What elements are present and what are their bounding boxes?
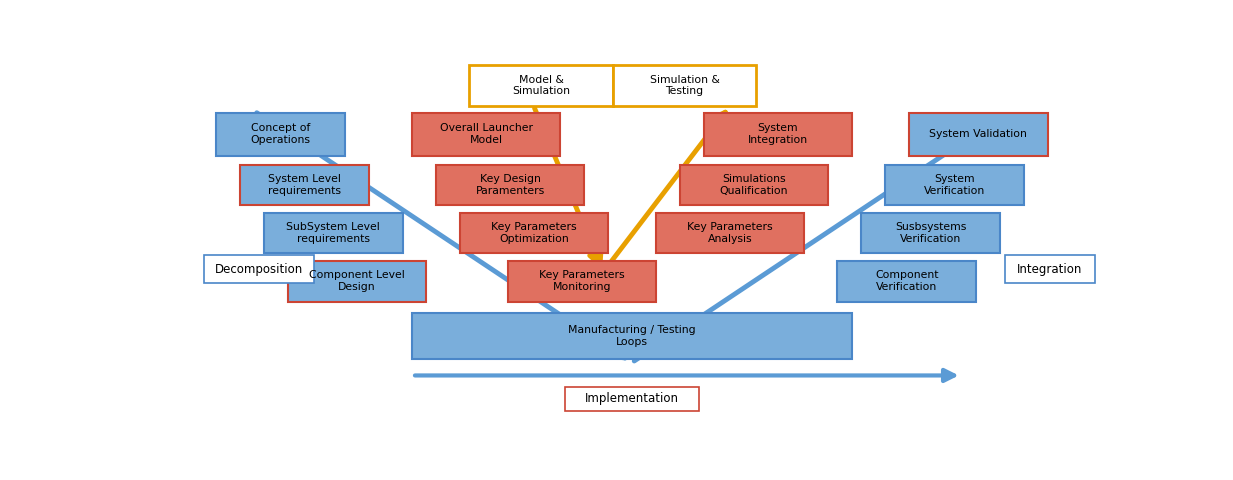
FancyBboxPatch shape [885,165,1023,205]
FancyBboxPatch shape [679,165,827,205]
FancyBboxPatch shape [289,261,427,301]
Text: Concept of
Operations: Concept of Operations [250,123,311,145]
Text: Simulation &
Testing: Simulation & Testing [650,74,719,96]
Text: Overall Launcher
Model: Overall Launcher Model [440,123,533,145]
Text: Model &
Simulation: Model & Simulation [512,74,570,96]
Text: Key Parameters
Analysis: Key Parameters Analysis [687,222,773,244]
Text: Key Parameters
Monitoring: Key Parameters Monitoring [539,270,625,292]
Text: Component
Verification: Component Verification [875,270,938,292]
Text: System Level
requirements: System Level requirements [268,174,342,196]
FancyBboxPatch shape [613,65,756,106]
Text: Key Design
Paramenters: Key Design Paramenters [476,174,545,196]
Text: System Validation: System Validation [930,129,1027,139]
FancyBboxPatch shape [203,255,313,283]
FancyBboxPatch shape [216,113,345,156]
FancyBboxPatch shape [909,113,1048,156]
FancyBboxPatch shape [412,312,852,359]
FancyBboxPatch shape [861,213,1000,253]
Text: System
Verification: System Verification [924,174,985,196]
FancyBboxPatch shape [470,65,613,106]
FancyBboxPatch shape [412,113,560,156]
FancyBboxPatch shape [1005,255,1095,283]
Text: Manufacturing / Testing
Loops: Manufacturing / Testing Loops [568,325,695,347]
Text: Simulations
Qualification: Simulations Qualification [720,174,788,196]
FancyBboxPatch shape [837,261,977,301]
Text: Implementation: Implementation [584,392,679,405]
Text: SubSystem Level
requirements: SubSystem Level requirements [286,222,380,244]
FancyBboxPatch shape [565,386,699,410]
FancyBboxPatch shape [656,213,804,253]
FancyBboxPatch shape [240,165,369,205]
Text: Integration: Integration [1017,263,1083,276]
Text: Key Parameters
Optimization: Key Parameters Optimization [491,222,577,244]
FancyBboxPatch shape [436,165,584,205]
Text: System
Integration: System Integration [747,123,808,145]
Text: Component Level
Design: Component Level Design [309,270,406,292]
FancyBboxPatch shape [460,213,608,253]
Text: Susbsystems
Verification: Susbsystems Verification [895,222,967,244]
Text: Decomposition: Decomposition [215,263,303,276]
FancyBboxPatch shape [704,113,852,156]
FancyBboxPatch shape [508,261,656,301]
FancyBboxPatch shape [264,213,403,253]
